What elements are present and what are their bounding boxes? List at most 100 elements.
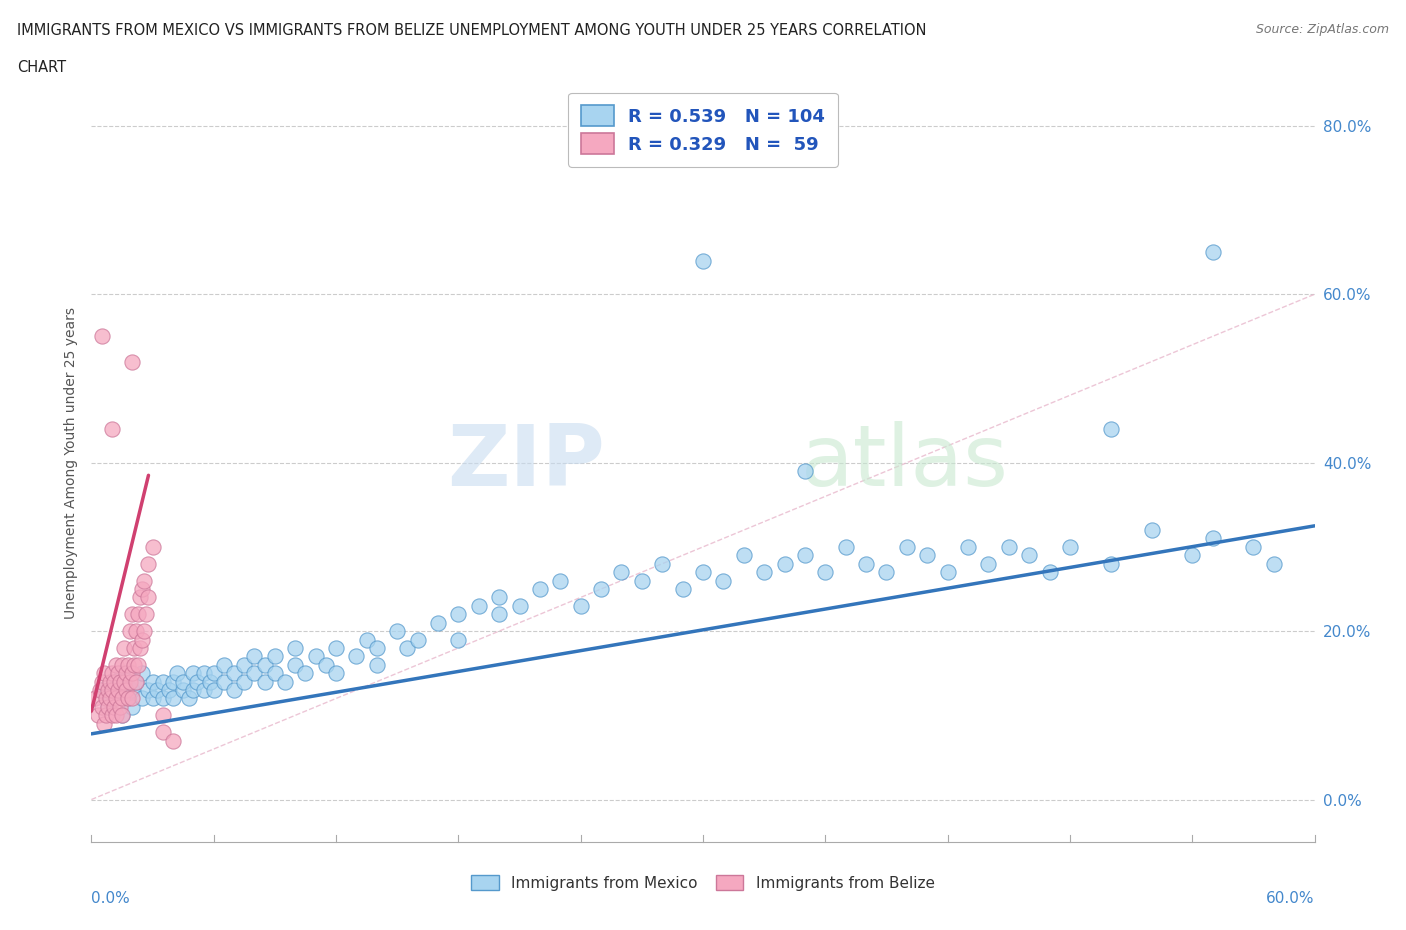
Point <box>1202 531 1225 546</box>
Point <box>243 649 266 664</box>
Point <box>93 666 115 681</box>
Point <box>94 708 117 723</box>
Point <box>172 683 194 698</box>
Point <box>122 641 145 656</box>
Point <box>186 674 208 689</box>
Point <box>1181 548 1204 563</box>
Point <box>127 607 149 622</box>
Point <box>104 691 127 706</box>
Point <box>692 253 714 268</box>
Point <box>131 691 153 706</box>
Point <box>253 658 276 672</box>
Point <box>104 674 127 689</box>
Point <box>138 556 160 571</box>
Point <box>896 539 918 554</box>
Point <box>793 548 815 563</box>
Point <box>233 658 256 672</box>
Point <box>97 699 120 714</box>
Point <box>233 674 256 689</box>
Point <box>1263 556 1285 571</box>
Point <box>86 708 108 723</box>
Point <box>134 573 156 588</box>
Point <box>875 565 898 579</box>
Point <box>284 658 307 672</box>
Point <box>917 548 939 563</box>
Point <box>315 658 337 672</box>
Text: 60.0%: 60.0% <box>1267 891 1315 906</box>
Point <box>212 658 235 672</box>
Point <box>610 565 633 579</box>
Point <box>550 573 572 588</box>
Point <box>98 674 121 689</box>
Point <box>115 683 138 698</box>
Point <box>193 683 215 698</box>
Point <box>111 658 134 672</box>
Point <box>138 683 160 698</box>
Point <box>115 666 138 681</box>
Point <box>107 666 129 681</box>
Text: CHART: CHART <box>17 60 66 75</box>
Point <box>152 691 174 706</box>
Point <box>131 632 153 647</box>
Point <box>97 699 120 714</box>
Point <box>134 624 156 639</box>
Text: Source: ZipAtlas.com: Source: ZipAtlas.com <box>1256 23 1389 36</box>
Point <box>129 590 152 604</box>
Text: ZIP: ZIP <box>447 421 605 504</box>
Point <box>98 691 121 706</box>
Point <box>112 641 135 656</box>
Point <box>120 624 142 639</box>
Point <box>84 691 107 706</box>
Point <box>591 581 613 596</box>
Point <box>101 683 124 698</box>
Point <box>94 691 117 706</box>
Point <box>1038 565 1062 579</box>
Point <box>121 607 143 622</box>
Text: atlas: atlas <box>801 421 1010 504</box>
Point <box>125 674 148 689</box>
Point <box>101 691 124 706</box>
Point <box>212 674 235 689</box>
Point <box>284 641 307 656</box>
Point <box>569 598 592 613</box>
Point <box>366 641 388 656</box>
Point <box>172 674 194 689</box>
Point <box>467 598 491 613</box>
Point <box>90 674 112 689</box>
Point <box>90 329 112 344</box>
Point <box>631 573 654 588</box>
Point <box>264 649 287 664</box>
Point <box>162 733 184 748</box>
Point <box>166 666 188 681</box>
Point <box>183 683 205 698</box>
Point <box>835 539 858 554</box>
Point <box>202 683 225 698</box>
Point <box>1243 539 1265 554</box>
Point <box>672 581 695 596</box>
Point <box>179 691 201 706</box>
Point <box>122 658 145 672</box>
Point <box>121 666 143 681</box>
Point <box>447 632 470 647</box>
Point <box>135 607 157 622</box>
Point <box>162 674 184 689</box>
Point <box>936 565 959 579</box>
Point <box>488 607 510 622</box>
Point <box>814 565 837 579</box>
Point <box>855 556 877 571</box>
Point <box>120 674 142 689</box>
Point <box>152 674 174 689</box>
Point <box>385 624 409 639</box>
Point <box>125 624 148 639</box>
Point <box>793 464 815 479</box>
Point <box>325 641 347 656</box>
Point <box>356 632 378 647</box>
Point <box>274 674 297 689</box>
Point <box>253 674 276 689</box>
Point <box>1018 548 1040 563</box>
Text: IMMIGRANTS FROM MEXICO VS IMMIGRANTS FROM BELIZE UNEMPLOYMENT AMONG YOUTH UNDER : IMMIGRANTS FROM MEXICO VS IMMIGRANTS FRO… <box>17 23 927 38</box>
Point <box>93 716 115 731</box>
Point <box>488 590 510 604</box>
Point <box>101 421 124 436</box>
Point <box>104 658 127 672</box>
